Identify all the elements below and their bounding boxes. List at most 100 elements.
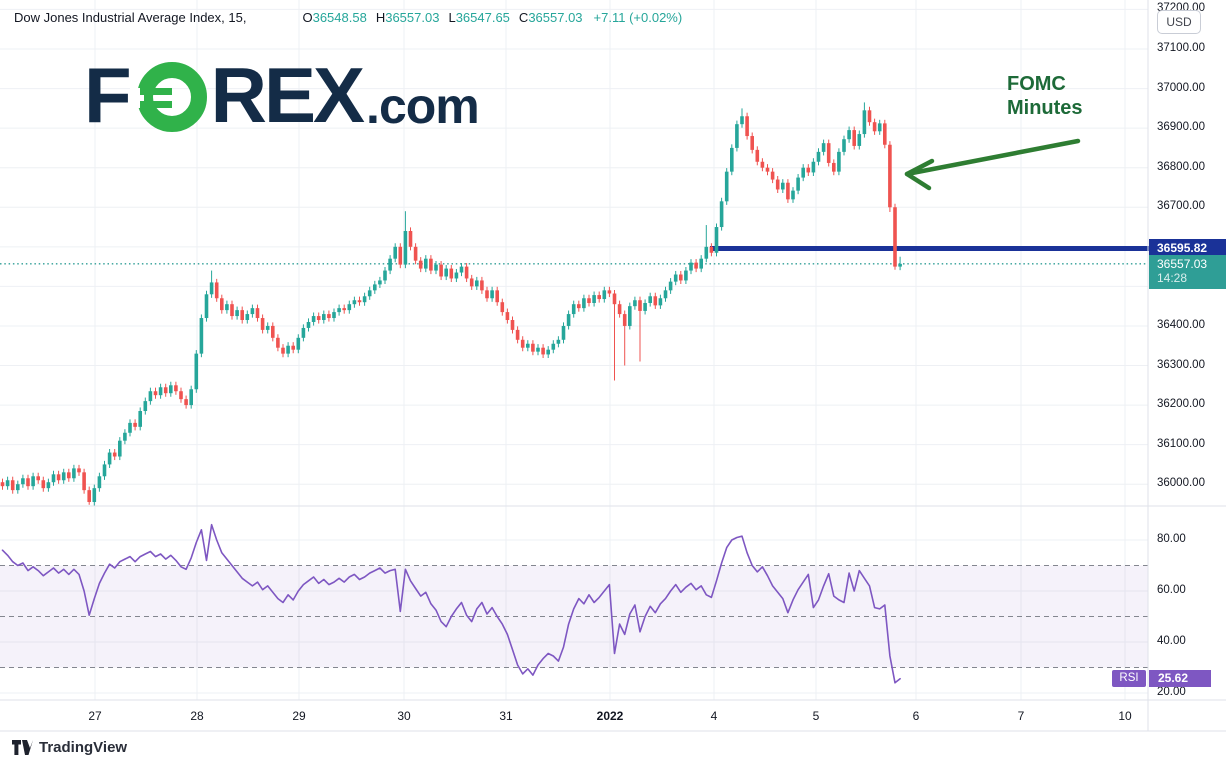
candle-body <box>332 312 336 319</box>
rsi-value-tag: 25.62 <box>1149 670 1211 688</box>
candle-body <box>541 347 545 355</box>
price-axis-label: 36800.00 <box>1157 160 1205 173</box>
candle-body <box>327 314 331 319</box>
price-axis-label: 36200.00 <box>1157 398 1205 411</box>
candle-body <box>362 296 367 303</box>
candle-body <box>643 302 647 311</box>
candle-body <box>526 343 530 348</box>
candle-body <box>408 230 413 247</box>
time-axis-label: 27 <box>88 709 102 723</box>
time-axis-label: 10 <box>1118 709 1132 723</box>
rsi-indicator-badge[interactable]: RSI <box>1112 670 1146 688</box>
candle-body <box>169 385 173 394</box>
candle-body <box>628 306 632 326</box>
candle-body <box>174 385 178 392</box>
candle-body <box>77 468 81 473</box>
candle-body <box>429 258 433 271</box>
candle-body <box>745 116 749 137</box>
candle-body <box>806 167 811 173</box>
candle-body <box>842 139 846 152</box>
candle-body <box>582 298 586 309</box>
candle-body <box>510 320 515 330</box>
candle-body <box>138 411 142 427</box>
candle-body <box>143 401 148 412</box>
candle-body <box>740 116 744 125</box>
candle-body <box>179 391 183 400</box>
candle-body <box>663 290 668 299</box>
candle-body <box>561 325 566 340</box>
candle-body <box>271 325 275 338</box>
symbol-header[interactable]: Dow Jones Industrial Average Index, 15, … <box>14 8 682 26</box>
candle-body <box>112 452 117 457</box>
candle-body <box>337 308 341 313</box>
candle-body <box>648 296 652 303</box>
candle-body <box>760 161 765 168</box>
candle-body <box>893 207 897 267</box>
candle-body <box>87 490 91 503</box>
candle-body <box>520 339 525 348</box>
candle-body <box>291 345 295 350</box>
candle-body <box>770 171 775 180</box>
candle-body <box>612 293 617 305</box>
candle-body <box>592 295 596 303</box>
time-axis-label: 4 <box>710 709 718 723</box>
rsi-line <box>1 523 901 684</box>
tradingview-footer[interactable]: TradingView <box>12 739 127 756</box>
candle-body <box>403 230 408 265</box>
candle-body <box>714 227 719 253</box>
candle-body <box>444 268 448 277</box>
candle-body <box>199 318 204 354</box>
fomc-arrow <box>904 138 1081 177</box>
candle-body <box>495 290 499 303</box>
candle-body <box>475 280 479 287</box>
candle-body <box>684 270 688 281</box>
candle-body <box>235 310 239 317</box>
candle-body <box>133 422 137 427</box>
candle-body <box>821 143 826 152</box>
candle-body <box>153 391 158 396</box>
currency-usd-button[interactable]: USD <box>1157 10 1201 34</box>
time-axis-label: 5 <box>812 709 820 723</box>
candle-body <box>286 345 290 354</box>
rsi-axis-label: 20.00 <box>1157 686 1186 698</box>
candle-body <box>26 478 30 487</box>
candle-body <box>255 308 260 319</box>
time-axis-label: 29 <box>292 709 306 723</box>
candle-body <box>459 266 464 273</box>
candle-body <box>577 304 581 309</box>
candle-body <box>883 123 887 145</box>
candle-body <box>730 147 734 172</box>
time-axis-label: 28 <box>190 709 204 723</box>
candle-body <box>602 290 607 300</box>
candle-body <box>163 387 168 394</box>
candle-body <box>515 329 520 340</box>
time-axis-label: 2022 <box>596 709 624 723</box>
candle-body <box>367 290 372 297</box>
candle-body <box>801 167 805 178</box>
symbol-title: Dow Jones Industrial Average Index, 15, <box>14 9 247 25</box>
candle-body <box>699 258 703 269</box>
candle-body <box>867 110 872 123</box>
candle-body <box>837 151 841 172</box>
candle-body <box>311 316 316 322</box>
candle-body <box>755 149 760 162</box>
time-axis-label: 7 <box>1017 709 1025 723</box>
ohlc-item: L36547.65 <box>448 9 510 25</box>
tradingview-label: TradingView <box>39 739 128 756</box>
candle-body <box>102 464 107 477</box>
candle-body <box>679 274 683 281</box>
candle-body <box>888 144 892 208</box>
candle-body <box>694 262 698 269</box>
candle-body <box>189 389 193 406</box>
candle-body <box>832 162 836 172</box>
candle-body <box>816 151 821 162</box>
candle-body <box>373 284 377 291</box>
bar-countdown: 14:28 <box>1157 270 1188 285</box>
ohlc-item: O36548.58 <box>302 9 367 25</box>
candle-body <box>61 472 66 481</box>
candle-body <box>296 337 301 350</box>
candle-body <box>16 484 20 491</box>
candle-body <box>653 296 658 306</box>
